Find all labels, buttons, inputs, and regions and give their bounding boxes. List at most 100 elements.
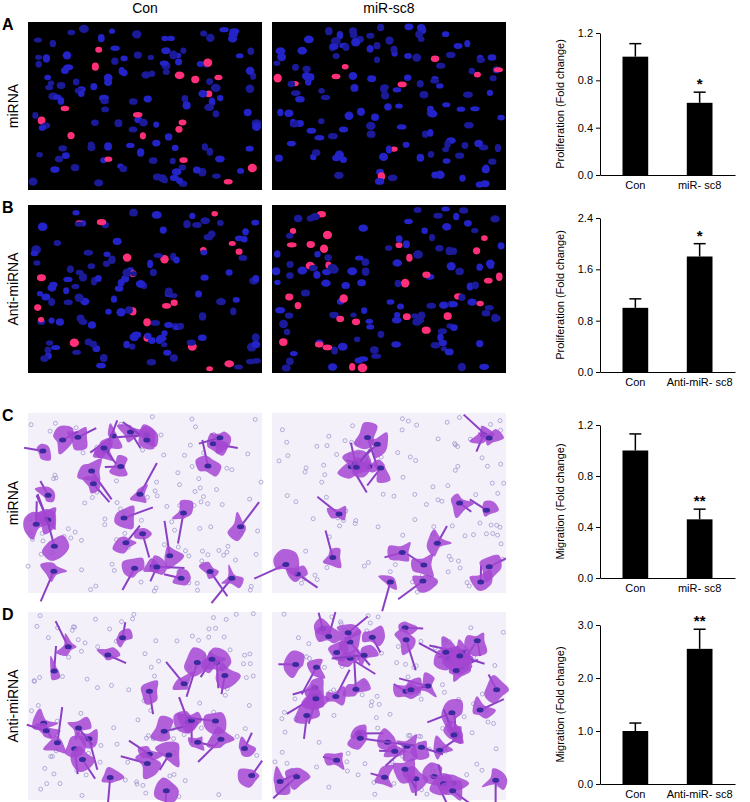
dapi-nucleus xyxy=(183,101,191,109)
dapi-nucleus xyxy=(176,177,183,184)
migrated-cell xyxy=(216,662,241,689)
membrane-pore xyxy=(194,425,198,429)
y-axis-title: Migration (Fold change) xyxy=(554,646,566,762)
cell-nucleus xyxy=(474,638,481,643)
dapi-nucleus xyxy=(36,152,42,157)
edu-nucleus xyxy=(38,317,44,323)
edu-nucleus xyxy=(175,126,182,133)
membrane-pore xyxy=(495,523,499,527)
error-bar xyxy=(694,629,706,649)
y-axis-line xyxy=(600,426,601,579)
dapi-nucleus xyxy=(252,122,261,131)
dapi-nucleus xyxy=(56,318,64,326)
dapi-nucleus xyxy=(75,294,84,302)
cell-nucleus xyxy=(90,481,97,486)
dapi-nucleus xyxy=(251,341,260,349)
membrane-pore xyxy=(112,568,116,572)
migrated-cell xyxy=(323,548,342,568)
membrane-pore xyxy=(248,652,252,656)
micrograph xyxy=(272,612,509,802)
migrated-cell xyxy=(343,678,371,697)
migrated-cell xyxy=(184,647,206,676)
cell-nucleus xyxy=(146,689,153,694)
edu-nucleus xyxy=(494,67,503,72)
membrane-pore xyxy=(66,527,70,531)
membrane-pore xyxy=(259,480,263,484)
x-tick: Con xyxy=(625,578,645,594)
dapi-nucleus xyxy=(351,38,360,47)
dapi-nucleus xyxy=(328,133,338,139)
dapi-nucleus xyxy=(116,308,125,317)
dapi-nucleus xyxy=(430,78,439,83)
membrane-pore xyxy=(201,549,205,553)
migrated-cell xyxy=(284,650,305,678)
membrane-pore xyxy=(67,655,71,659)
error-bar xyxy=(629,299,641,308)
membrane-pore xyxy=(345,769,349,773)
membrane-pore xyxy=(502,481,506,485)
membrane-pore xyxy=(484,532,488,536)
dapi-nucleus xyxy=(374,42,381,49)
dapi-nucleus xyxy=(129,209,138,217)
dapi-nucleus xyxy=(144,95,152,102)
dapi-nucleus xyxy=(58,97,65,105)
dapi-nucleus xyxy=(349,27,357,35)
dapi-nucleus xyxy=(35,61,41,68)
cell-nucleus xyxy=(369,635,376,640)
migrated-cell xyxy=(164,546,184,569)
migrated-cell xyxy=(199,562,219,579)
bar xyxy=(687,519,713,578)
membrane-pore xyxy=(335,452,339,456)
migrated-cell xyxy=(239,736,256,756)
dapi-nucleus xyxy=(51,345,60,350)
y-tick: 1.6 xyxy=(578,263,600,275)
membrane-pore xyxy=(471,533,475,537)
membrane-pore xyxy=(403,662,407,666)
dapi-nucleus xyxy=(252,333,260,342)
membrane-pore xyxy=(81,451,85,455)
micrograph-background xyxy=(28,413,262,593)
membrane-pore xyxy=(175,639,179,643)
membrane-pore xyxy=(45,782,49,786)
dapi-nucleus xyxy=(239,255,248,261)
dapi-nucleus xyxy=(404,23,413,30)
dapi-nucleus xyxy=(354,336,360,342)
dapi-nucleus xyxy=(49,282,57,288)
dapi-nucleus xyxy=(228,35,237,42)
dapi-nucleus xyxy=(54,240,61,246)
dapi-nucleus xyxy=(482,166,490,174)
dapi-nucleus xyxy=(34,37,42,42)
membrane-pore xyxy=(323,473,327,477)
dapi-nucleus xyxy=(64,299,73,305)
cell-nucleus xyxy=(381,775,388,780)
cell-nucleus xyxy=(407,687,414,692)
y-tick: 0.8 xyxy=(578,315,600,327)
membrane-pore xyxy=(49,755,53,759)
migrated-cell xyxy=(94,437,113,458)
membrane-pore xyxy=(112,726,116,730)
dapi-nucleus xyxy=(165,133,173,140)
dapi-nucleus xyxy=(306,128,316,134)
membrane-pore xyxy=(206,502,210,506)
dapi-nucleus xyxy=(286,272,294,279)
membrane-pore xyxy=(413,492,417,496)
dapi-nucleus xyxy=(461,142,468,149)
membrane-pore xyxy=(198,526,202,530)
micrograph-background xyxy=(272,205,506,373)
migrated-cell xyxy=(177,712,202,734)
membrane-pore xyxy=(374,716,378,720)
dapi-nucleus xyxy=(385,36,393,44)
dapi-nucleus xyxy=(147,260,153,269)
membrane-pore xyxy=(470,731,474,735)
y-tick-label: 1.6 xyxy=(578,263,593,275)
migrated-cell xyxy=(56,633,76,656)
membrane-pore xyxy=(172,772,176,776)
migrated-cell xyxy=(195,456,221,477)
membrane-pore xyxy=(458,416,462,420)
dapi-nucleus xyxy=(216,298,226,305)
dapi-nucleus xyxy=(39,125,46,131)
membrane-pore xyxy=(446,570,450,574)
membrane-pore xyxy=(99,743,103,747)
membrane-pore xyxy=(170,520,174,524)
membrane-pore xyxy=(93,617,97,621)
